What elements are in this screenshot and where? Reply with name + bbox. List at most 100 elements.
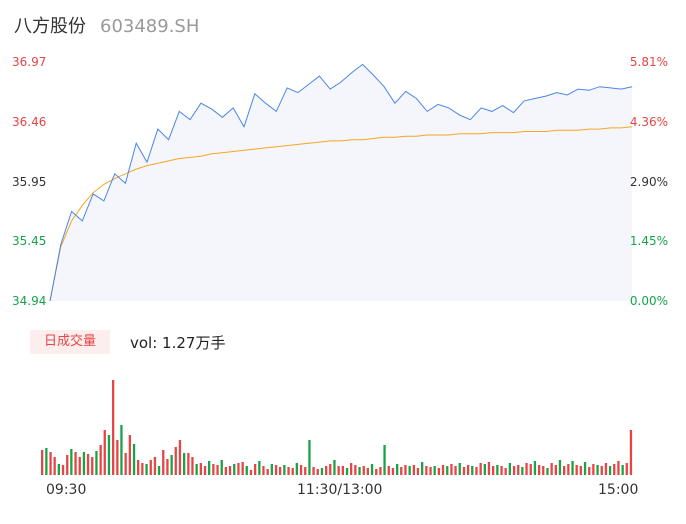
volume-bar [304, 467, 307, 475]
volume-bar [120, 425, 123, 475]
volume-bar [337, 466, 340, 475]
volume-bar [95, 451, 98, 475]
volume-bar [412, 465, 415, 475]
average-price-line [49, 126, 633, 302]
volume-bar [220, 460, 223, 475]
volume-bar [341, 466, 344, 475]
stock-code: 603489.SH [100, 16, 200, 37]
volume-bar [596, 465, 599, 475]
volume-bar [157, 466, 161, 475]
volume-bar [41, 450, 44, 475]
volume-bar [82, 452, 86, 475]
volume-bar [237, 463, 240, 475]
volume-bar [471, 466, 474, 475]
x-tick-label: 09:30 [46, 482, 87, 498]
volume-bar [375, 469, 378, 475]
volume-bar [279, 467, 282, 475]
volume-bar [383, 445, 386, 475]
stock-title: 八方股份 603489.SH [14, 12, 199, 38]
volume-bar [141, 463, 144, 475]
y-tick-right: 5.81% [629, 55, 668, 69]
volume-bar [496, 465, 499, 475]
volume-bar [191, 457, 194, 475]
volume-bar [128, 435, 131, 475]
volume-bar [266, 469, 269, 475]
volume-bar [571, 461, 574, 475]
volume-bar [425, 466, 428, 475]
x-tick-label: 11:30/13:00 [297, 482, 383, 498]
volume-bar [216, 465, 219, 475]
volume-bar [462, 467, 466, 475]
volume-bar [241, 462, 244, 475]
volume-bar [621, 465, 624, 475]
volume-bar [224, 467, 227, 475]
volume-bar [199, 463, 202, 475]
volume-bar [479, 463, 482, 475]
volume-bar [421, 462, 424, 475]
volume-bar [153, 457, 157, 475]
volume-bar [78, 457, 81, 475]
volume-bar [546, 468, 549, 475]
volume-bar [325, 466, 328, 475]
volume-bar [629, 430, 633, 475]
volume-bar [124, 453, 127, 475]
volume-bar [354, 465, 357, 475]
volume-bar [208, 461, 211, 475]
volume-bar [521, 467, 524, 475]
volume-bar [492, 466, 495, 475]
volume-bar [475, 467, 478, 475]
y-tick-left: 35.45 [12, 234, 47, 249]
volume-bar [370, 464, 374, 475]
volume-bar [575, 465, 578, 475]
y-tick-left: 36.97 [12, 55, 47, 69]
volume-bar [329, 464, 332, 475]
volume-bar [379, 467, 382, 475]
volume-bar [550, 463, 553, 475]
volume-bar [429, 467, 432, 475]
volume-bar [149, 460, 152, 475]
volume-bar [446, 466, 449, 475]
volume-bar [404, 465, 407, 475]
volume-bar [588, 467, 591, 475]
volume-bar [162, 450, 165, 475]
volume-bar [245, 466, 248, 475]
volume-bar [542, 466, 545, 475]
volume-bar [74, 452, 77, 475]
volume-bar [350, 463, 353, 475]
stock-name: 八方股份 [14, 16, 86, 37]
volume-bar [567, 464, 570, 475]
volume-bar [533, 461, 537, 475]
volume-bar [86, 454, 90, 475]
volume-bar [604, 463, 608, 475]
volume-bar [362, 466, 365, 475]
volume-bar [187, 453, 190, 475]
volume-bar [517, 465, 520, 475]
volume-bar [137, 460, 140, 475]
volume-bar [366, 468, 369, 475]
volume-bar [53, 457, 56, 475]
volume-bar [487, 462, 491, 475]
volume-bar [170, 455, 173, 475]
volume-bar [554, 465, 557, 475]
volume-bar [312, 467, 315, 475]
volume-bar [345, 468, 349, 475]
volume-bar [270, 464, 273, 475]
volume-bar [525, 463, 528, 475]
volume-bar [116, 440, 119, 475]
volume-bar [66, 455, 69, 475]
volume-bar [563, 466, 566, 475]
volume-bar [262, 466, 265, 475]
y-tick-left: 34.94 [12, 294, 47, 308]
volume-bar [107, 435, 111, 475]
volume-bar [287, 467, 290, 475]
volume-bar [166, 459, 169, 475]
volume-bar [617, 461, 620, 475]
x-tick-label: 15:00 [598, 482, 639, 498]
volume-bar [274, 465, 278, 475]
volume-bar [112, 380, 115, 475]
volume-bar [583, 462, 587, 475]
volume-bar [45, 448, 48, 475]
volume-bar [608, 466, 612, 475]
volume-bar [91, 457, 94, 475]
